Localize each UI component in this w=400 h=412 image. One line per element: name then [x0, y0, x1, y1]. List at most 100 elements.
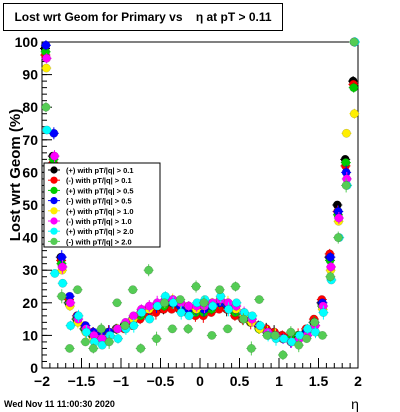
data-point: [153, 301, 162, 311]
data-point: [144, 265, 154, 275]
footer-timestamp: Wed Nov 11 11:00:30 2020: [4, 399, 115, 409]
data-point: [128, 285, 138, 295]
data-point: [341, 180, 351, 190]
legend: (+) with pT/|q| > 0.1(-) with pT/|q| > 0…: [43, 162, 161, 248]
data-point: [73, 285, 83, 295]
data-point: [42, 53, 52, 63]
data-point: [294, 340, 304, 350]
data-point: [254, 295, 264, 304]
legend-marker: [50, 197, 58, 205]
legend-marker: [50, 217, 58, 225]
data-point: [41, 40, 51, 50]
data-point: [326, 262, 336, 272]
data-point: [145, 314, 155, 324]
y-tick-label: 90: [22, 67, 38, 83]
data-point: [208, 301, 218, 311]
y-tick-label: 70: [22, 132, 38, 148]
y-tick-label: 50: [22, 197, 38, 213]
legend-entry: (-) with pT/|q| > 1.0: [66, 217, 132, 226]
x-tick-label: 0.5: [230, 373, 250, 389]
data-point: [184, 311, 194, 321]
data-point: [50, 151, 59, 161]
y-tick-label: 10: [22, 327, 38, 343]
data-point: [232, 298, 241, 308]
data-point: [349, 37, 359, 47]
data-point: [65, 298, 75, 308]
data-point: [183, 324, 193, 334]
data-point: [81, 327, 91, 337]
data-point: [120, 321, 130, 331]
data-point: [318, 330, 327, 340]
data-point: [112, 298, 122, 308]
data-point: [270, 330, 280, 340]
legend-box: [43, 162, 161, 248]
data-point: [239, 314, 248, 324]
x-tick-label: −1: [113, 373, 129, 389]
data-point: [223, 324, 233, 334]
data-point: [176, 308, 186, 318]
legend-entry: (+) with pT/|q| > 2.0: [66, 227, 134, 236]
data-point: [57, 252, 67, 262]
legend-marker: [50, 237, 58, 245]
y-tick-label: 20: [22, 295, 38, 311]
y-tick-label: 100: [15, 34, 39, 50]
data-point: [49, 128, 59, 138]
y-tick-label: 40: [22, 230, 38, 246]
data-point: [160, 298, 169, 308]
y-tick-label: 60: [22, 164, 38, 180]
chart-title: Lost wrt Geom for Primary vs η at pT > 0…: [14, 10, 272, 24]
data-point: [57, 262, 67, 272]
data-point: [349, 109, 359, 119]
axes: −2 −1.5 −1 −0.5 0 0.5 1 1.5 20102030405060708090…: [7, 34, 362, 412]
legend-entry: (-) with pT/|q| > 0.5: [66, 197, 132, 206]
x-axis-label: η: [351, 396, 359, 412]
data-point: [113, 334, 123, 344]
x-tick-label: 0: [196, 373, 204, 389]
y-axis-label: Lost wrt Geom (%): [7, 109, 24, 242]
data-point: [57, 291, 67, 301]
data-point: [278, 350, 288, 360]
data-point: [207, 330, 217, 340]
legend-entry: (+) with pT/|q| > 0.1: [66, 166, 134, 175]
legend-entry: (+) with pT/|q| > 1.0: [66, 207, 134, 216]
data-point: [129, 321, 139, 331]
data-point: [224, 304, 234, 314]
legend-marker: [50, 186, 58, 194]
data-series: [40, 37, 360, 360]
x-tick-label: 1.5: [309, 373, 329, 389]
data-point: [191, 282, 201, 291]
y-tick-label: 80: [22, 99, 38, 115]
x-tick-label: −0.5: [147, 373, 175, 389]
x-tick-label: 2: [354, 373, 362, 389]
data-point: [96, 324, 106, 334]
legend-marker: [50, 227, 58, 235]
data-point: [175, 295, 185, 304]
data-point: [311, 327, 320, 337]
data-point: [88, 343, 98, 353]
legend-marker: [50, 176, 58, 184]
data-point: [104, 337, 114, 347]
data-point: [279, 334, 289, 344]
x-tick-label: 1: [275, 373, 283, 389]
legend-marker: [50, 207, 58, 215]
legend-entry: (-) with pT/|q| > 0.1: [66, 176, 132, 185]
data-point: [199, 298, 209, 308]
data-point: [349, 83, 359, 93]
data-point: [333, 233, 343, 243]
data-point: [310, 317, 319, 327]
y-tick-label: 30: [22, 262, 38, 278]
data-point: [334, 213, 344, 223]
title-box: Lost wrt Geom for Primary vs η at pT > 0…: [3, 3, 283, 31]
x-tick-label: −1.5: [68, 373, 96, 389]
data-point: [167, 324, 177, 334]
legend-marker: [50, 166, 58, 174]
legend-entry: (-) with pT/|q| > 2.0: [66, 237, 132, 246]
data-point: [325, 272, 335, 282]
data-point: [97, 340, 107, 350]
data-point: [74, 311, 83, 321]
data-point: [255, 321, 265, 331]
data-point: [136, 343, 146, 353]
data-point: [41, 63, 51, 73]
data-point: [287, 337, 297, 347]
